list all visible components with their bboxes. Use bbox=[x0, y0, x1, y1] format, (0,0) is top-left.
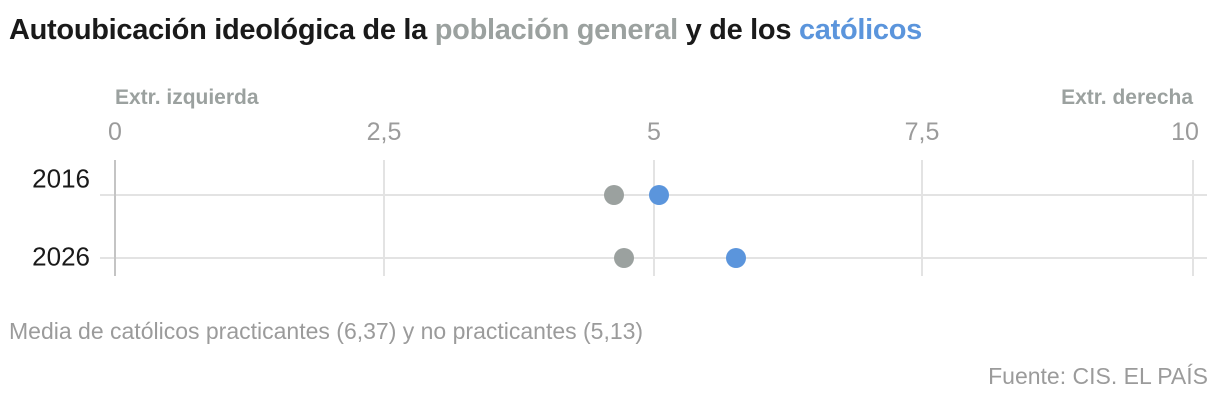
chart-note: Media de católicos practicantes (6,37) y… bbox=[9, 318, 644, 344]
row-label-2026: 2026 bbox=[32, 241, 90, 272]
axis-left-extreme-label: Extr. izquierda bbox=[115, 86, 259, 109]
legend-catholics: católicos bbox=[798, 14, 922, 46]
axis-right-extreme-label: Extr. derecha bbox=[1061, 86, 1193, 109]
x-gridline bbox=[653, 160, 655, 276]
legend-general-population: población general bbox=[434, 14, 678, 46]
x-tick-label: 2,5 bbox=[366, 118, 402, 146]
title-part-1: Autoubicación ideológica de la bbox=[9, 14, 435, 46]
x-tick-label: 5 bbox=[647, 118, 661, 146]
title-part-3: y de los bbox=[677, 14, 799, 46]
source-credit: Fuente: CIS. EL PAÍS bbox=[988, 363, 1208, 389]
x-tick-label: 10 bbox=[1171, 118, 1199, 146]
dot-general-population bbox=[604, 185, 625, 205]
row-label-2016: 2016 bbox=[32, 163, 90, 194]
dot-catholics bbox=[649, 185, 670, 205]
x-gridline-zero bbox=[114, 160, 116, 276]
x-gridline bbox=[921, 160, 923, 276]
x-gridline bbox=[1192, 160, 1194, 276]
x-gridline bbox=[383, 160, 385, 276]
x-tick-label: 0 bbox=[108, 118, 122, 146]
dot-catholics bbox=[725, 248, 746, 268]
dot-general-population bbox=[613, 248, 634, 268]
chart-title: Autoubicación ideológica de la población… bbox=[9, 14, 922, 47]
x-tick-label: 7,5 bbox=[904, 118, 940, 146]
